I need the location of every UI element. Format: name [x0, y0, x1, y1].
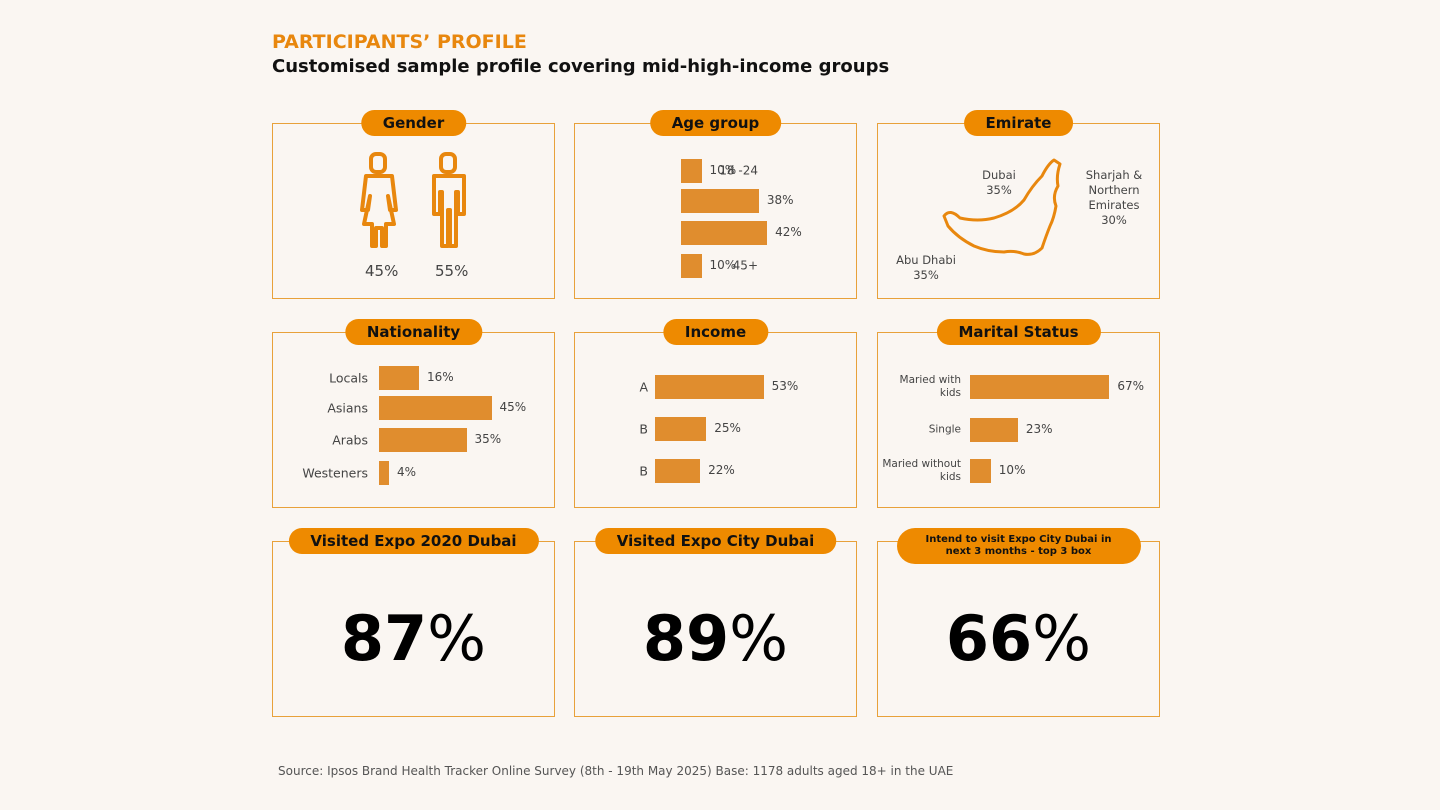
category-label: Westeners — [302, 465, 368, 481]
bar — [681, 159, 702, 183]
bar — [681, 189, 759, 213]
value-label: 25% — [714, 421, 741, 435]
value-label: 42% — [775, 225, 802, 239]
panel-title: Visited Expo 2020 Dubai — [288, 528, 539, 554]
bar — [379, 461, 389, 485]
stat-unit: % — [729, 602, 789, 675]
category-label: A — [639, 379, 648, 395]
panel-title: Nationality — [344, 319, 483, 345]
panel-title: Intend to visit Expo City Dubai in next … — [896, 528, 1141, 564]
source-note: Source: Ipsos Brand Health Tracker Onlin… — [278, 764, 954, 778]
page-title: PARTICIPANTS’ PROFILE — [272, 31, 527, 53]
value-label: 38% — [766, 193, 794, 207]
value-label: 10% — [709, 258, 737, 272]
value-label: 16% — [427, 370, 454, 384]
bar — [655, 417, 707, 441]
category-label: B — [639, 421, 648, 437]
bar — [655, 459, 701, 483]
category-label: Arabs — [332, 432, 368, 448]
category-label: Single — [928, 423, 961, 436]
bar — [379, 396, 492, 420]
nationality-panel: Nationality Locals 16% Asians 45% Arabs 35% We… — [272, 319, 555, 508]
female-icon — [360, 152, 398, 248]
bar — [970, 375, 1110, 399]
value-label: 45% — [499, 400, 527, 414]
category-label: Maried with kids — [899, 374, 961, 399]
region-value: 35% — [986, 183, 1012, 197]
value-label: 67% — [1117, 379, 1145, 393]
region-name: Abu Dhabi — [896, 253, 956, 267]
bar — [970, 418, 1018, 442]
stat-panel: Intend to visit Expo City Dubai in next … — [877, 528, 1160, 717]
stat-value: 66% — [878, 602, 1159, 675]
panel-title: Gender — [360, 110, 467, 136]
uae-map — [942, 158, 1062, 256]
category-label: 18 -24 — [719, 163, 758, 178]
category-label: Locals — [329, 370, 368, 386]
value-label: 22% — [708, 463, 735, 477]
value-label: 53% — [771, 379, 799, 393]
bar — [970, 459, 991, 483]
category-label: 45+ — [732, 258, 758, 273]
value-label: 10% — [709, 163, 737, 177]
category-label: Asians — [327, 400, 368, 416]
emirate-panel: Emirate Dubai 35% Sharjah & Northern Emi… — [877, 110, 1160, 299]
stat-panel: Visited Expo 2020 Dubai 87% — [272, 528, 555, 717]
bar — [655, 375, 764, 399]
panel-title: Visited Expo City Dubai — [594, 528, 837, 554]
bar — [379, 428, 467, 452]
panel-title: Emirate — [963, 110, 1074, 136]
gender-panel: Gender 45% 55% — [272, 110, 555, 299]
bar — [681, 221, 768, 245]
value-label: 35% — [474, 432, 502, 446]
gender-value: 45% — [365, 262, 399, 280]
stat-value: 89% — [575, 602, 856, 675]
value-label: 4% — [397, 465, 417, 479]
region-name: Dubai — [982, 168, 1016, 182]
gender-value: 55% — [435, 262, 469, 280]
stat-value: 87% — [273, 602, 554, 675]
region-value: 35% — [913, 268, 939, 282]
panel-title: Marital Status — [936, 319, 1101, 345]
stat-panel: Visited Expo City Dubai 89% — [574, 528, 857, 717]
stat-number: 89 — [642, 602, 730, 675]
region-value: 30% — [1101, 213, 1127, 227]
age-group-panel: Age group 18 -2410%25-3438%35-4442%45+10… — [574, 110, 857, 299]
male-icon — [432, 152, 466, 248]
panel-title: Income — [662, 319, 769, 345]
category-label: Maried without kids — [882, 458, 961, 483]
marital-status-panel: Marital Status Maried with kids 67% Single… — [877, 319, 1160, 508]
stat-unit: % — [1032, 602, 1092, 675]
stat-unit: % — [427, 602, 487, 675]
income-panel: Income A 53% B 25% B 22% — [574, 319, 857, 508]
page-subtitle: Customised sample profile covering mid-h… — [272, 56, 890, 77]
bar — [681, 254, 702, 278]
panel-title: Age group — [649, 110, 782, 136]
value-label: 23% — [1025, 422, 1053, 436]
category-label: B — [639, 463, 648, 479]
region-name: Sharjah & Northern Emirates — [1085, 168, 1143, 212]
bar — [379, 366, 419, 390]
value-label: 10% — [998, 463, 1026, 477]
stat-number: 87 — [340, 602, 428, 675]
stat-number: 66 — [945, 602, 1033, 675]
